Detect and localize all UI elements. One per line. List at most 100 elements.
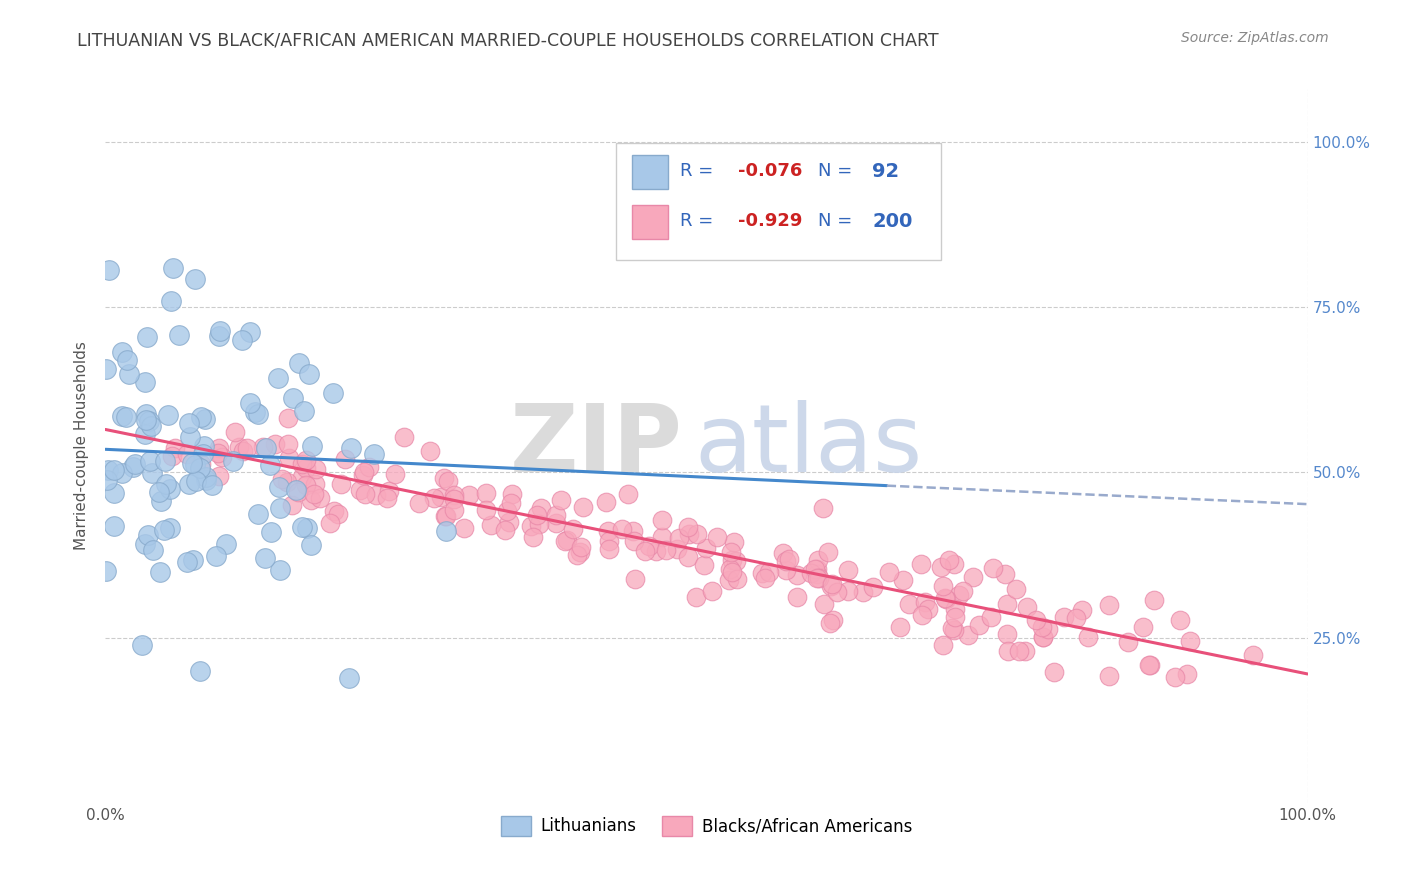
- Point: [519, 519, 541, 533]
- Point: [357, 459, 380, 474]
- Text: Source: ZipAtlas.com: Source: ZipAtlas.com: [1181, 31, 1329, 45]
- Point: [820, 579, 842, 593]
- Y-axis label: Married-couple Households: Married-couple Households: [75, 342, 90, 550]
- Point: [911, 607, 934, 622]
- Point: [322, 504, 344, 518]
- Point: [264, 436, 287, 450]
- Point: [1025, 613, 1047, 627]
- Point: [278, 450, 301, 465]
- Point: [139, 453, 162, 467]
- Point: [530, 501, 553, 516]
- Point: [817, 545, 839, 559]
- Point: [224, 425, 246, 439]
- Point: [118, 367, 141, 381]
- Point: [252, 440, 274, 454]
- Point: [179, 430, 201, 444]
- Point: [153, 523, 176, 537]
- Point: [806, 571, 828, 585]
- Text: R =: R =: [681, 162, 718, 180]
- Point: [149, 565, 172, 579]
- Point: [363, 447, 385, 461]
- Point: [891, 573, 914, 587]
- Point: [392, 430, 415, 444]
- Point: [295, 460, 318, 475]
- Point: [808, 571, 831, 585]
- Point: [932, 579, 955, 593]
- Point: [498, 515, 520, 529]
- Point: [598, 524, 620, 538]
- Point: [572, 500, 595, 514]
- Point: [862, 580, 884, 594]
- Point: [624, 572, 647, 586]
- Point: [156, 408, 179, 422]
- Point: [141, 466, 163, 480]
- Point: [775, 554, 797, 568]
- Point: [544, 508, 567, 522]
- Point: [269, 480, 291, 494]
- Point: [430, 490, 453, 504]
- Point: [475, 502, 498, 516]
- Point: [433, 471, 456, 485]
- Point: [184, 271, 207, 285]
- Point: [555, 533, 578, 547]
- Point: [335, 452, 357, 467]
- Point: [291, 469, 314, 483]
- Point: [134, 427, 156, 442]
- Point: [207, 446, 229, 460]
- Point: [294, 452, 316, 467]
- Point: [821, 613, 844, 627]
- Text: 200: 200: [872, 211, 912, 231]
- Bar: [631, 205, 668, 239]
- Point: [349, 483, 371, 497]
- Point: [208, 324, 231, 338]
- Point: [772, 546, 794, 560]
- Point: [685, 590, 707, 604]
- Point: [852, 584, 875, 599]
- Point: [778, 552, 800, 566]
- Point: [655, 543, 678, 558]
- Point: [236, 441, 259, 455]
- Point: [96, 362, 118, 376]
- Point: [1098, 598, 1121, 612]
- Point: [238, 396, 260, 410]
- Point: [1038, 622, 1060, 636]
- FancyBboxPatch shape: [616, 143, 941, 260]
- Point: [1064, 610, 1087, 624]
- Point: [1168, 613, 1191, 627]
- Point: [208, 328, 231, 343]
- Point: [141, 542, 163, 557]
- Point: [997, 643, 1019, 657]
- Point: [825, 585, 848, 599]
- Point: [195, 473, 218, 487]
- Point: [190, 457, 212, 471]
- Point: [724, 554, 747, 568]
- Point: [651, 513, 673, 527]
- Point: [269, 563, 291, 577]
- Point: [167, 328, 190, 343]
- Point: [948, 588, 970, 602]
- Point: [889, 620, 911, 634]
- Point: [97, 463, 120, 477]
- Text: N =: N =: [818, 162, 858, 180]
- Point: [148, 485, 170, 500]
- Point: [340, 442, 363, 456]
- Point: [637, 539, 659, 553]
- Point: [443, 503, 465, 517]
- Point: [443, 488, 465, 502]
- Point: [943, 623, 966, 637]
- Point: [353, 465, 375, 479]
- Point: [419, 443, 441, 458]
- Point: [676, 550, 699, 565]
- Point: [111, 409, 134, 423]
- Point: [94, 564, 117, 578]
- Point: [821, 577, 844, 591]
- Point: [595, 495, 617, 509]
- Point: [479, 518, 502, 533]
- Point: [668, 531, 690, 545]
- Point: [475, 486, 498, 500]
- Point: [96, 473, 118, 487]
- Point: [678, 526, 700, 541]
- Point: [232, 444, 254, 458]
- Point: [111, 467, 134, 481]
- Point: [305, 462, 328, 476]
